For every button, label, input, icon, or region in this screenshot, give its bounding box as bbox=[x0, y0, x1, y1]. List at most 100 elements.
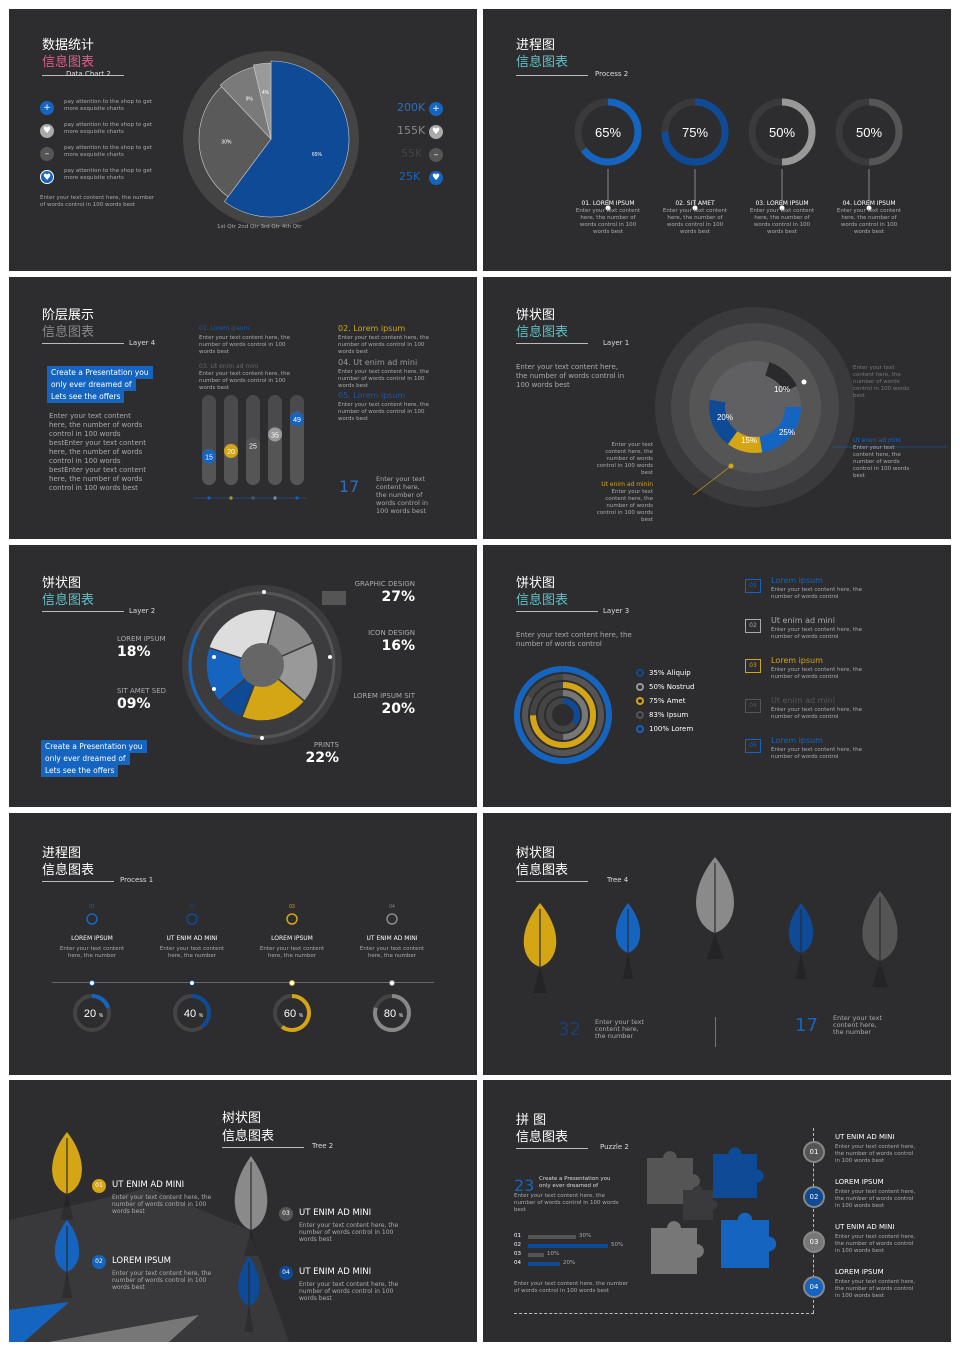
bar-value: 20 bbox=[227, 449, 235, 456]
leaf-shadow bbox=[61, 1272, 73, 1298]
list-text: Enter your text content here, the number… bbox=[771, 707, 862, 720]
item-badge: 04 bbox=[279, 1266, 293, 1280]
ring-value bbox=[522, 674, 604, 756]
broken-heart-icon[interactable]: ♥ bbox=[429, 171, 443, 185]
broken-heart-icon[interactable]: ♥ bbox=[40, 170, 54, 184]
item-heading: LOREM IPSUM bbox=[835, 1268, 884, 1276]
pct-sign: % bbox=[199, 1013, 204, 1019]
step-icon bbox=[386, 913, 398, 925]
puzzle-piece bbox=[683, 1185, 718, 1220]
bar bbox=[528, 1235, 576, 1239]
bar-chart: 15 20 25 35 49 bbox=[194, 395, 306, 500]
bg-shape bbox=[9, 1188, 289, 1342]
concentric-rings bbox=[514, 666, 612, 764]
plus-icon[interactable]: + bbox=[40, 101, 54, 115]
list-heading: Ut enim ad mini bbox=[771, 616, 835, 625]
item-text: Enter your text content here, the number… bbox=[299, 1281, 399, 1302]
bar bbox=[528, 1253, 544, 1257]
connector-dot bbox=[692, 205, 698, 211]
bar-number: 01 bbox=[514, 1233, 521, 1239]
pie-label: 4% bbox=[262, 90, 270, 96]
step-icon bbox=[286, 913, 298, 925]
progress-value: 40 bbox=[184, 1008, 196, 1020]
step-number: 04 bbox=[389, 904, 395, 910]
donut-segment bbox=[709, 399, 738, 445]
pie-label: 30% bbox=[221, 140, 232, 146]
ring-progress bbox=[868, 98, 903, 166]
progress-arc bbox=[280, 994, 311, 1032]
slide-title: 数据统计 bbox=[42, 38, 95, 53]
progress-value: 60 bbox=[284, 1008, 296, 1020]
ring-value bbox=[562, 698, 580, 725]
leaf-shadow bbox=[872, 961, 888, 987]
connector-dot bbox=[779, 205, 785, 211]
legend-dot bbox=[636, 669, 644, 677]
list-number: 03 bbox=[745, 659, 761, 673]
item-badge: 01 bbox=[92, 1179, 106, 1193]
layered-donut: 20% 15% 25% 10% bbox=[655, 307, 947, 507]
connector-dot bbox=[605, 205, 611, 211]
list-text: Enter your text content here, the number… bbox=[771, 667, 862, 680]
ring-text: Enter your text content here, the number… bbox=[749, 208, 815, 235]
progress-arc bbox=[191, 994, 211, 1029]
ring-progress bbox=[781, 98, 816, 166]
list-number: 01 bbox=[745, 579, 761, 593]
item-text: Enter your text content here, the number… bbox=[835, 1279, 916, 1299]
heart-icon[interactable]: ♥ bbox=[40, 124, 54, 138]
legend-dot bbox=[636, 725, 644, 733]
item-heading: LOREM IPSUM bbox=[835, 1178, 884, 1186]
pie-label: 65% bbox=[312, 152, 323, 158]
list-heading: Lorem ipsum bbox=[771, 736, 823, 745]
item-badge: 04 bbox=[803, 1276, 825, 1298]
ring-text: Enter your text content here, the number… bbox=[836, 208, 902, 235]
slide-layer-2: 饼状图 信息图表 Layer 2 GRAPHIC DESIGN 27% ICON… bbox=[9, 545, 477, 807]
donut-segment bbox=[727, 430, 763, 453]
item-text: Enter your text content here, the number… bbox=[835, 1189, 916, 1209]
ring-heading: 03. LOREM IPSUM bbox=[755, 200, 809, 207]
slide-tag: Data Chart 2 bbox=[66, 70, 111, 78]
item-badge: 02 bbox=[92, 1255, 106, 1269]
bar-value: 35 bbox=[271, 433, 279, 440]
pie-chart: 65% 30% 9% 4% bbox=[183, 51, 359, 227]
segmented-donut bbox=[182, 585, 346, 745]
pct-sign: % bbox=[399, 1013, 404, 1019]
legend-label: 50% Nostrud bbox=[649, 683, 695, 691]
minus-icon[interactable]: – bbox=[429, 148, 443, 162]
pct-sign: % bbox=[99, 1013, 104, 1019]
step-text: Enter your text content here, the number bbox=[159, 946, 225, 959]
item-text: Enter your text content here, the number… bbox=[112, 1194, 212, 1215]
ring-progress bbox=[661, 98, 729, 166]
list-heading: Lorem ipsum bbox=[771, 576, 823, 585]
leaf-shadow bbox=[706, 933, 724, 959]
step-number: 01 bbox=[89, 904, 95, 910]
list-heading: Lorem ipsum bbox=[771, 656, 823, 665]
bar-value: 50% bbox=[611, 1242, 624, 1248]
heart-icon[interactable]: ♥ bbox=[429, 125, 443, 139]
leaf-shadow bbox=[795, 953, 807, 979]
item-heading: UT ENIM AD MINI bbox=[112, 1180, 185, 1190]
slide-process-2: 进程图 信息图表 Process 2 65% 75% 50% 50% 01. LORE… bbox=[483, 9, 951, 271]
legend-dot bbox=[636, 697, 644, 705]
plus-icon[interactable]: + bbox=[429, 102, 443, 116]
step-text: Enter your text content here, the number bbox=[259, 946, 325, 959]
legend-dot bbox=[636, 711, 644, 719]
slide-layer-1: 饼状图 信息图表 Layer 1 Enter your text content… bbox=[483, 277, 951, 539]
bar bbox=[528, 1262, 560, 1266]
slide-subtitle: 信息图表 bbox=[42, 55, 95, 70]
minus-icon[interactable]: – bbox=[40, 147, 54, 161]
step-heading: UT ENIM AD MINI bbox=[366, 935, 418, 942]
pct-sign: % bbox=[299, 1013, 304, 1019]
bar bbox=[528, 1244, 608, 1248]
connector-dot bbox=[866, 205, 872, 211]
step-text: Enter your text content here, the number bbox=[359, 946, 425, 959]
seg-label: 10% bbox=[774, 385, 790, 394]
donut-segment bbox=[764, 362, 797, 393]
ring-value: 65% bbox=[595, 125, 621, 140]
dot bbox=[260, 736, 264, 740]
ring-heading: 04. LOREM IPSUM bbox=[842, 200, 896, 207]
ring-progress bbox=[580, 98, 642, 166]
leaf-shadow bbox=[244, 1306, 254, 1332]
pie-slice bbox=[224, 60, 350, 218]
item-badge: 01 bbox=[803, 1141, 825, 1163]
bg-accent bbox=[49, 1315, 199, 1342]
